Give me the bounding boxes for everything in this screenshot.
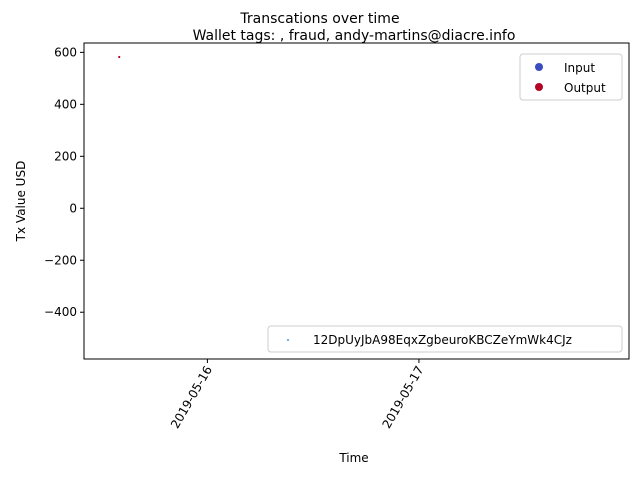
series-legend: 12DpUyJbA98EqxZgbeuroKBCZeYmWk4CJz: [267, 325, 623, 353]
x-tick-label: 2019-05-17: [380, 364, 427, 431]
data-point-output: [118, 55, 121, 59]
legend-input-label: Input: [564, 61, 595, 75]
y-axis: 600 400 200 0 −200 −400: [44, 45, 84, 319]
y-tick-label: 400: [54, 97, 77, 111]
chart-suptitle: Transcations over time: [239, 11, 399, 27]
chart-title: Wallet tags: , fraud, andy-martins@diacr…: [193, 28, 516, 44]
legend-output-marker: [535, 83, 543, 91]
legend-series-label: 12DpUyJbA98EqxZgbeuroKBCZeYmWk4CJz: [313, 333, 572, 347]
legend-series-marker: [287, 339, 289, 341]
y-tick-label: 200: [54, 149, 77, 163]
data-points: [118, 55, 121, 59]
legend-input-marker: [535, 63, 543, 71]
direction-legend-frame: [519, 53, 623, 101]
direction-legend: Input Output: [519, 53, 623, 101]
x-axis: 2019-05-16 2019-05-17: [168, 359, 427, 431]
series-legend-frame: [267, 325, 623, 353]
y-tick-label: 600: [54, 45, 77, 59]
x-tick-label: 2019-05-16: [168, 364, 215, 431]
x-axis-label: Time: [338, 451, 368, 465]
y-tick-label: 0: [69, 201, 77, 215]
y-tick-label: −400: [44, 305, 77, 319]
y-tick-label: −200: [44, 253, 77, 267]
legend-output-label: Output: [564, 81, 606, 95]
y-axis-label: Tx Value USD: [14, 161, 28, 243]
